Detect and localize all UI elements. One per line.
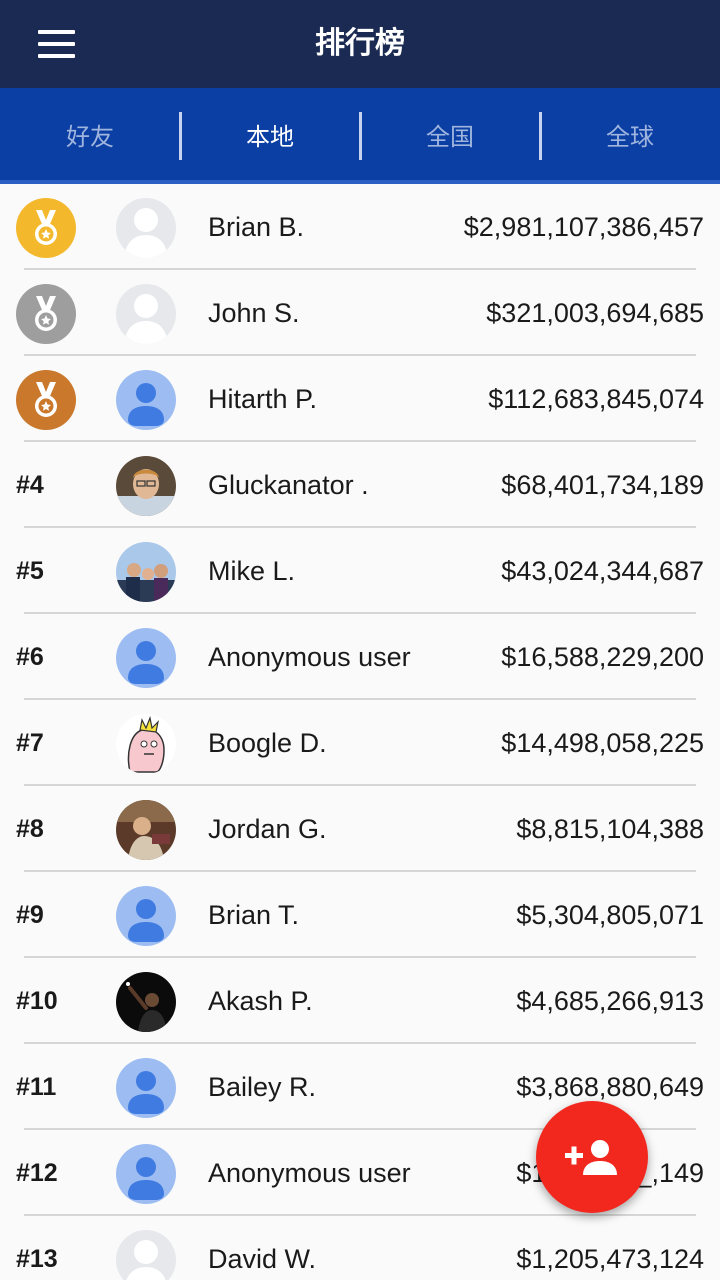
- default-user-icon: [116, 370, 176, 430]
- silhouette-icon: [116, 198, 176, 258]
- avatar: [116, 542, 176, 602]
- add-friend-icon: [565, 1140, 617, 1175]
- gold-medal-icon: [16, 198, 76, 258]
- avatar: [116, 886, 176, 946]
- rank-number: #6: [16, 643, 44, 671]
- rank-number: #8: [16, 815, 44, 843]
- default-user-icon: [116, 886, 176, 946]
- avatar: [116, 1058, 176, 1118]
- player-score: $1,205,473,124: [516, 1244, 704, 1274]
- profile-photo: [116, 456, 176, 516]
- silhouette-icon: [116, 1230, 176, 1280]
- rank-number: #11: [16, 1073, 57, 1101]
- profile-photo: [116, 542, 176, 602]
- avatar: [116, 198, 176, 258]
- silhouette-icon: [116, 284, 176, 344]
- tab-national[interactable]: 全国: [359, 88, 540, 180]
- list-item[interactable]: #4 Gluckanator . $68,401,734,189: [0, 442, 720, 528]
- player-name: Gluckanator .: [208, 470, 369, 500]
- profile-photo: [116, 800, 176, 860]
- rank-number: #9: [16, 901, 44, 929]
- default-user-icon: [116, 628, 176, 688]
- player-name: Anonymous user: [208, 642, 411, 672]
- list-item[interactable]: #9 Brian T. $5,304,805,071: [0, 872, 720, 958]
- hamburger-icon-line: [38, 42, 75, 46]
- profile-photo: [116, 972, 176, 1032]
- menu-button[interactable]: [22, 18, 90, 70]
- avatar: [116, 1144, 176, 1204]
- player-score: $68,401,734,189: [501, 470, 704, 500]
- rank-number: #12: [16, 1159, 58, 1187]
- default-user-icon: [116, 1058, 176, 1118]
- tab-local[interactable]: 本地: [179, 88, 360, 180]
- leaderboard-tabs: 好友 本地 全国 全球: [0, 88, 720, 184]
- tab-friends[interactable]: 好友: [66, 122, 114, 151]
- player-name: Brian T.: [208, 900, 300, 930]
- avatar: [116, 284, 176, 344]
- player-name: Mike L.: [208, 556, 296, 586]
- page-title: 排行榜: [315, 26, 405, 61]
- avatar: [116, 1230, 176, 1280]
- bronze-medal-icon: [16, 370, 76, 430]
- list-item[interactable]: John S. $321,003,694,685: [0, 270, 720, 356]
- app-bar: 排行榜: [0, 0, 720, 88]
- cartoon-avatar: [116, 714, 176, 774]
- rank-number: #5: [16, 557, 44, 585]
- list-item[interactable]: #5 Mike L. $43,024,344,687: [0, 528, 720, 614]
- list-item[interactable]: #8 Jordan G. $8,815,104,388: [0, 786, 720, 872]
- rank-number: #7: [16, 729, 44, 757]
- player-score: $16,588,229,200: [501, 642, 704, 672]
- player-score: $2,981,107,386,457: [463, 212, 704, 242]
- avatar: [116, 714, 176, 774]
- list-item[interactable]: #7 Boogle D. $14,498,058,225: [0, 700, 720, 786]
- list-item[interactable]: Hitarth P. $112,683,845,074: [0, 356, 720, 442]
- list-item[interactable]: #11 Bailey R. $3,868,880,649: [0, 1044, 720, 1130]
- player-name: Hitarth P.: [208, 384, 318, 414]
- hamburger-icon-line: [38, 30, 75, 34]
- hamburger-icon-line: [38, 54, 75, 58]
- rank-number: #4: [16, 471, 44, 499]
- player-name: John S.: [208, 298, 300, 328]
- silver-medal-icon: [16, 284, 76, 344]
- tab-global[interactable]: 全球: [539, 88, 720, 180]
- player-name: David W.: [208, 1244, 317, 1274]
- avatar: [116, 800, 176, 860]
- list-item[interactable]: #6 Anonymous user $16,588,229,200: [0, 614, 720, 700]
- player-name: Jordan G.: [208, 814, 327, 844]
- player-score: $321,003,694,685: [486, 298, 704, 328]
- player-score: $14,498,058,225: [501, 728, 704, 758]
- player-score: $5,304,805,071: [516, 900, 704, 930]
- player-name: Brian B.: [208, 212, 305, 242]
- player-score: $112,683,845,074: [488, 384, 704, 414]
- add-friend-button[interactable]: [536, 1101, 648, 1213]
- player-score: $4,685,266,913: [516, 986, 704, 1016]
- player-score: $3,868,880,649: [516, 1072, 704, 1102]
- rank-number: #10: [16, 987, 58, 1015]
- rank-number: #13: [16, 1245, 58, 1273]
- player-name: Bailey R.: [208, 1072, 317, 1102]
- avatar: [116, 972, 176, 1032]
- player-score: $8,815,104,388: [516, 814, 704, 844]
- list-item[interactable]: Brian B. $2,981,107,386,457: [0, 184, 720, 270]
- player-score: $43,024,344,687: [501, 556, 704, 586]
- avatar: [116, 456, 176, 516]
- avatar: [116, 628, 176, 688]
- player-name: Anonymous user: [208, 1158, 411, 1188]
- list-item[interactable]: #13 David W. $1,205,473,124: [0, 1216, 720, 1280]
- avatar: [116, 370, 176, 430]
- default-user-icon: [116, 1144, 176, 1204]
- player-name: Boogle D.: [208, 728, 327, 758]
- player-name: Akash P.: [208, 986, 313, 1016]
- list-item[interactable]: #10 Akash P. $4,685,266,913: [0, 958, 720, 1044]
